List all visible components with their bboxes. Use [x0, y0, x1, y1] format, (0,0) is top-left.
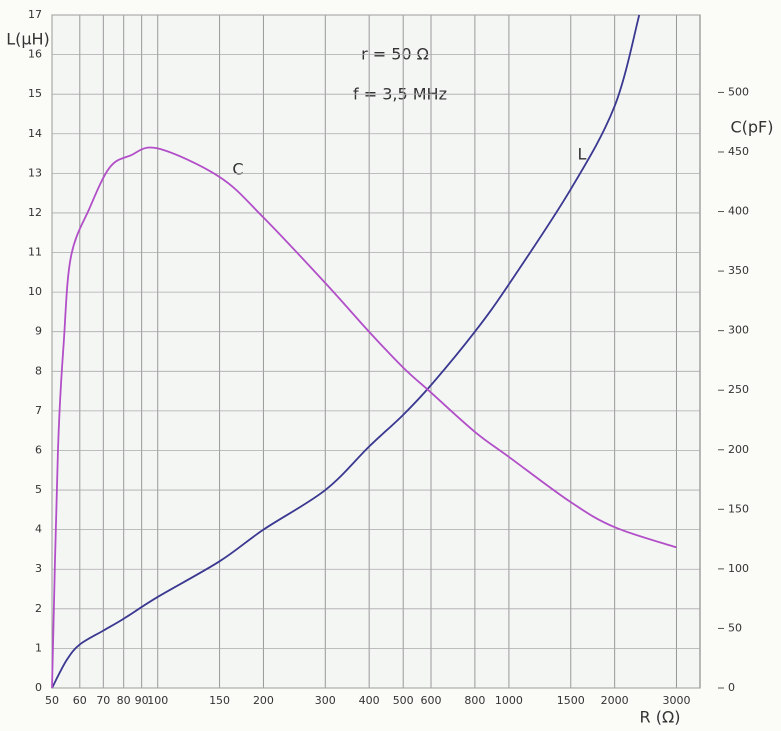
y-tick-label: 8: [35, 364, 42, 377]
y2-tick-label: 450: [728, 145, 749, 158]
y-tick-label: 13: [28, 166, 42, 179]
x-tick-label: 60: [73, 694, 87, 707]
y-tick-label: 0: [35, 681, 42, 694]
x-tick-label: 80: [117, 694, 131, 707]
x-tick-label: 2000: [601, 694, 629, 707]
x-tick-label: 600: [421, 694, 442, 707]
y-tick-label: 4: [35, 523, 42, 536]
x-tick-label: 400: [359, 694, 380, 707]
y-tick-label: 9: [35, 325, 42, 338]
y-axis-label: L(μH): [6, 30, 50, 49]
y2-tick-label: 100: [728, 562, 749, 575]
y2-tick-label: 50: [728, 621, 742, 634]
y2-tick-label: 500: [728, 85, 749, 98]
line: [51, 146, 677, 689]
y2-tick-label: 400: [728, 205, 749, 218]
y-tick-label: 11: [28, 246, 42, 259]
plot-area: [51, 14, 701, 689]
x-tick-label: 50: [45, 694, 59, 707]
y-tick-label: 14: [28, 127, 42, 140]
y-tick-label: 6: [35, 443, 42, 456]
y2-tick-label: 250: [728, 383, 749, 396]
x-tick-label: 800: [464, 694, 485, 707]
y-tick-label: 17: [28, 8, 42, 21]
y2-tick-label: 350: [728, 264, 749, 277]
y-tick-label: 12: [28, 206, 42, 219]
y-tick-label: 5: [35, 483, 42, 496]
x-tick-label: 90: [135, 694, 149, 707]
y-tick-label: 16: [28, 48, 42, 61]
x-tick-label: 3000: [662, 694, 690, 707]
y2-tick-label: 0: [728, 681, 735, 694]
x-tick-label: 500: [393, 694, 414, 707]
x-axis-label: R (Ω): [640, 708, 681, 727]
series-label: L: [578, 145, 587, 164]
x-tick-label: 200: [253, 694, 274, 707]
y2-tick-label: 150: [728, 502, 749, 515]
y2-tick-label: 200: [728, 443, 749, 456]
x-tick-label: 70: [96, 694, 110, 707]
y-tick-label: 10: [28, 285, 42, 298]
y-tick-label: 1: [35, 641, 42, 654]
line: [51, 14, 641, 689]
x-tick-label: 300: [315, 694, 336, 707]
x-tick-label: 1500: [557, 694, 585, 707]
y2-axis-label: C(pF): [730, 118, 773, 137]
y2-tick-label: 300: [728, 324, 749, 337]
x-tick-label: 100: [147, 694, 168, 707]
annotation: r = 50 Ω: [361, 45, 429, 64]
y-tick-label: 3: [35, 562, 42, 575]
y-tick-label: 2: [35, 602, 42, 615]
y-tick-label: 15: [28, 87, 42, 100]
x-tick-label: 1000: [495, 694, 523, 707]
x-tick-label: 150: [209, 694, 230, 707]
series-label: C: [232, 160, 243, 179]
y-tick-label: 7: [35, 404, 42, 417]
